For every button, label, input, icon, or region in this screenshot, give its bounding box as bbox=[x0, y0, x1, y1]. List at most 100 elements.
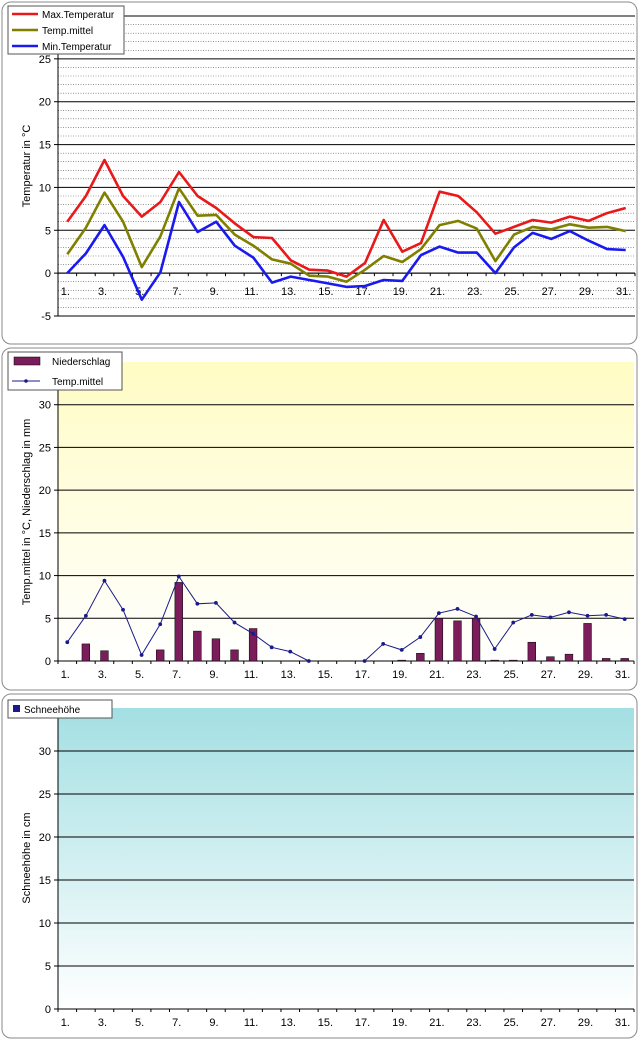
data-point bbox=[288, 649, 293, 654]
precipitation-bar bbox=[416, 653, 425, 662]
data-point bbox=[176, 574, 181, 579]
x-tick-label: 13. bbox=[281, 1017, 296, 1029]
y-tick-label: 15 bbox=[39, 140, 51, 152]
precipitation-bar bbox=[81, 643, 91, 662]
x-tick-label: 13. bbox=[281, 286, 296, 298]
precipitation-bar bbox=[509, 659, 518, 662]
data-point bbox=[306, 659, 311, 663]
x-tick-label: 27. bbox=[541, 1017, 556, 1029]
y-axis-label: Schneehöhe in cm bbox=[21, 812, 33, 903]
data-point bbox=[65, 640, 70, 645]
y-tick-label: 0 bbox=[45, 268, 51, 280]
y-tick-label: 25 bbox=[39, 442, 51, 454]
plot-area bbox=[58, 708, 634, 1009]
legend-entry: Temp.mittel bbox=[42, 26, 93, 37]
x-tick-label: 25. bbox=[504, 286, 519, 298]
data-point bbox=[232, 620, 237, 625]
legend-entry: Max.Temperatur bbox=[42, 10, 115, 21]
y-axis-label: Temperatur in °C bbox=[21, 125, 33, 208]
precipitation-bar bbox=[156, 649, 165, 662]
x-tick-label: 17. bbox=[355, 1017, 370, 1029]
legend: Schneehöhe bbox=[7, 699, 113, 719]
x-tick-label: 3. bbox=[98, 1017, 107, 1029]
series-line bbox=[66, 575, 310, 662]
precipitation-bar bbox=[583, 623, 592, 662]
x-tick-label: 11. bbox=[244, 669, 258, 681]
precipitation-chart: 0 5 10 15 20 25 30 1. 3. 5. 7. 9. 11. 13. 15. 17. 19. 21.… bbox=[1, 347, 638, 691]
data-point bbox=[362, 659, 367, 663]
data-point bbox=[529, 612, 534, 617]
data-point bbox=[492, 647, 497, 651]
precipitation-bar bbox=[527, 641, 536, 662]
legend-box bbox=[7, 351, 123, 391]
x-tick-label: 9. bbox=[209, 1017, 218, 1029]
x-tick-label: 23. bbox=[466, 669, 481, 681]
x-tick-label: 3. bbox=[98, 669, 107, 681]
data-point bbox=[195, 601, 200, 606]
x-tick-label: 31. bbox=[615, 669, 630, 681]
legend: Max.Temperatur Temp.mittel Min.Temperatu… bbox=[7, 5, 125, 55]
precipitation-bar bbox=[211, 638, 221, 662]
x-tick-label: 5. bbox=[135, 669, 144, 681]
x-tick-label: 15. bbox=[318, 1017, 333, 1029]
x-tick-label: 11. bbox=[244, 286, 258, 298]
legend-entry: Min.Temperatur bbox=[42, 42, 112, 53]
x-tick-label: 23. bbox=[467, 286, 482, 298]
x-tick-label: 7. bbox=[172, 1017, 181, 1029]
x-tick-label: 31. bbox=[615, 1017, 630, 1029]
x-tick-label: 1. bbox=[61, 286, 70, 298]
y-tick-label: 20 bbox=[39, 832, 51, 844]
legend-entry: Temp.mittel bbox=[52, 377, 103, 388]
precipitation-bar bbox=[434, 618, 444, 662]
y-tick-label: 10 bbox=[39, 918, 51, 930]
x-tick-label: 19. bbox=[392, 1017, 407, 1029]
legend: Niederschlag Temp.mittel bbox=[7, 351, 123, 391]
x-tick-label: 27. bbox=[542, 286, 557, 298]
precipitation-bar bbox=[490, 659, 499, 662]
x-tick-label: 21. bbox=[429, 669, 444, 681]
legend-marker bbox=[24, 379, 28, 383]
data-point bbox=[418, 635, 423, 639]
x-tick-label: 29. bbox=[578, 1017, 593, 1029]
y-tick-label: 20 bbox=[39, 485, 51, 497]
x-tick-label: 13. bbox=[281, 669, 296, 681]
legend-entry: Niederschlag bbox=[52, 357, 110, 368]
data-point bbox=[437, 611, 441, 616]
data-point bbox=[158, 622, 163, 627]
data-point bbox=[83, 613, 88, 618]
x-tick-label: 19. bbox=[392, 669, 407, 681]
y-tick-label: 25 bbox=[39, 789, 51, 801]
series-line bbox=[66, 200, 626, 302]
y-tick-label: 25 bbox=[39, 54, 51, 66]
x-tick-label: 17. bbox=[355, 669, 370, 681]
precipitation-bar bbox=[546, 656, 555, 662]
y-tick-label: 30 bbox=[39, 746, 51, 758]
data-point bbox=[455, 606, 460, 611]
data-point bbox=[139, 653, 144, 657]
x-tick-label: 9. bbox=[209, 669, 218, 681]
data-point bbox=[121, 607, 125, 612]
y-tick-label: -5 bbox=[41, 311, 51, 323]
precipitation-bar bbox=[100, 650, 109, 662]
data-point bbox=[102, 578, 107, 583]
data-point bbox=[567, 610, 571, 615]
x-tick-label: 9. bbox=[210, 286, 219, 298]
y-tick-label: 5 bbox=[45, 961, 51, 973]
precipitation-bar bbox=[397, 659, 406, 662]
temperature-chart: -50510152025301.3.5.7.9.11.13.15.17.19.2… bbox=[1, 1, 638, 345]
y-tick-label: 0 bbox=[45, 1004, 51, 1016]
x-tick-label: 25. bbox=[504, 1017, 519, 1029]
y-tick-label: 10 bbox=[39, 571, 51, 583]
y-tick-label: 10 bbox=[39, 182, 51, 194]
data-point bbox=[399, 647, 404, 652]
precipitation-bar bbox=[564, 653, 574, 662]
x-tick-label: 25. bbox=[504, 669, 519, 681]
data-point bbox=[604, 612, 609, 617]
y-tick-label: 15 bbox=[39, 528, 51, 540]
data-point bbox=[251, 631, 255, 636]
precipitation-bar bbox=[620, 658, 629, 662]
x-tick-label: 11. bbox=[244, 1017, 258, 1029]
snow-depth-chart: 0 5 10 15 20 25 30 1. 3. 5. 7. 9. 11. 13. 15. 17. 19. 21.… bbox=[1, 693, 638, 1039]
series-line bbox=[66, 187, 626, 284]
